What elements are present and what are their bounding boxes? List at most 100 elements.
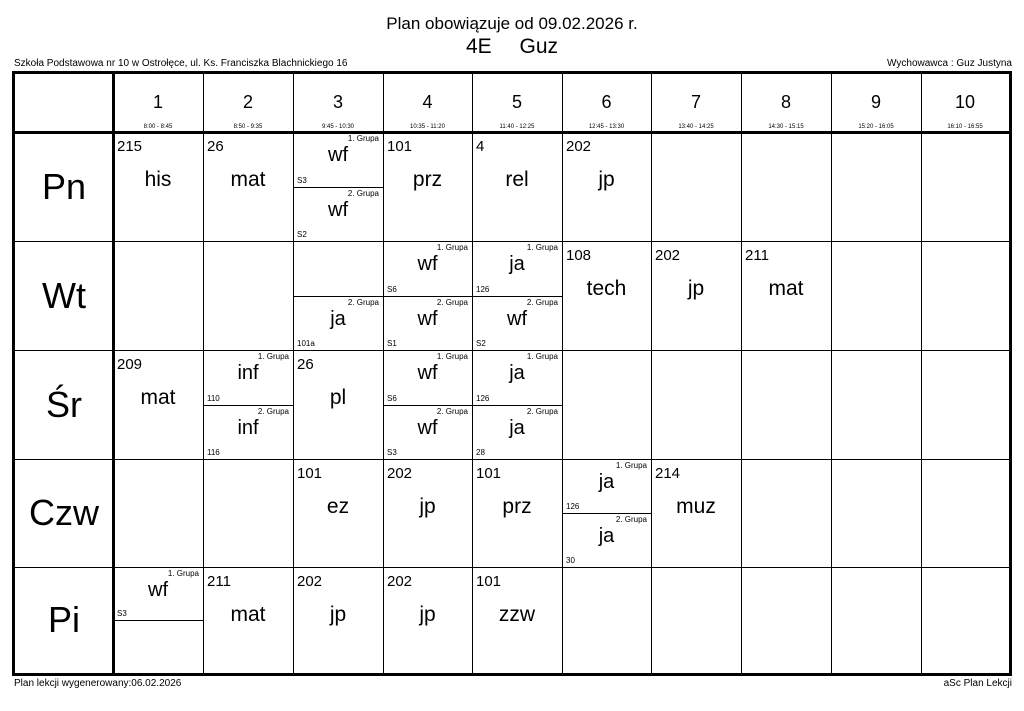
period-time: 9:45 - 10:30: [321, 124, 355, 130]
subject: his: [144, 168, 172, 191]
period-header: 7 13:40 - 14:25: [651, 74, 741, 132]
group-lesson: 2. Grupa ja 101a: [293, 296, 383, 351]
row-divider: [15, 459, 1009, 460]
room: 108: [566, 247, 592, 264]
lesson-cell: 4 rel: [472, 132, 562, 241]
room: 30: [566, 556, 575, 565]
period-time: 8:50 - 9:35: [233, 124, 263, 130]
column-divider: [383, 74, 384, 673]
group-lesson: 1. Grupa ja 126: [472, 241, 562, 296]
period-header: 10 16:10 - 16:55: [921, 74, 1009, 132]
period-time: 15:20 - 16:05: [858, 124, 894, 130]
group-divider: [383, 295, 472, 297]
subject: muz: [676, 495, 716, 518]
group-lesson: 1. Grupa wf S3: [293, 132, 383, 187]
school-name: Szkoła Podstawowa nr 10 w Ostrołęce, ul.…: [14, 58, 348, 69]
software-name: aSc Plan Lekcji: [943, 678, 1012, 689]
subject: wf: [328, 198, 348, 221]
group-lesson: 2. Grupa wf S1: [383, 296, 472, 351]
group-divider: [472, 404, 562, 406]
subject: rel: [505, 168, 529, 191]
period-number: 10: [954, 92, 976, 112]
lesson-cell: 2. Grupa ja 101a: [293, 241, 383, 350]
period-number: 7: [690, 92, 701, 112]
room: 110: [207, 393, 220, 403]
subject: ja: [509, 253, 525, 275]
subject: mat: [768, 277, 804, 300]
subject: ja: [598, 471, 615, 493]
day-label: Czw: [29, 492, 99, 533]
lesson-cell: 1. Grupa inf 110 2. Grupa inf 116: [203, 350, 293, 459]
day-label: Pi: [47, 599, 80, 640]
subject: pl: [329, 386, 347, 409]
group-divider: [562, 513, 651, 514]
room: 101: [476, 573, 502, 590]
room: S3: [297, 175, 307, 185]
room: S3: [387, 448, 397, 457]
subject: mat: [140, 386, 176, 409]
column-divider: [651, 74, 652, 673]
room: S2: [476, 339, 486, 348]
group-lesson: 2. Grupa inf 116: [203, 405, 293, 460]
group-divider: [203, 404, 293, 406]
group-lesson: 2. Grupa wf S3: [383, 405, 472, 460]
group-label: 1. Grupa: [436, 243, 468, 252]
period-number: 5: [511, 92, 522, 112]
group-label: 1. Grupa: [526, 243, 558, 252]
period-number: 3: [332, 92, 343, 112]
plan-title: Plan obowiązuje od 09.02.2026 r.: [386, 14, 638, 33]
lesson-cell: 202 jp: [293, 567, 383, 673]
subject: mat: [230, 603, 266, 626]
subject: jp: [329, 603, 347, 626]
subject: mat: [230, 168, 266, 191]
period-number: 1: [152, 92, 163, 112]
group-label: 2. Grupa: [436, 297, 468, 307]
lesson-cell: 214 muz: [651, 459, 741, 567]
room: S2: [297, 230, 307, 239]
room: 26: [207, 138, 224, 155]
lesson-cell: 1. Grupa ja 126 2. Grupa ja 30: [562, 459, 651, 567]
column-divider: [921, 74, 922, 673]
lesson-cell: 108 tech: [562, 241, 651, 350]
lesson-cell: 202 jp: [383, 567, 472, 673]
subject: wf: [507, 307, 527, 330]
room: 202: [655, 247, 681, 264]
period-header: 5 11:40 - 12:25: [472, 74, 562, 132]
room: 126: [476, 393, 490, 403]
group-lesson: 1. Grupa ja 126: [562, 459, 651, 513]
period-number: 6: [601, 92, 612, 112]
day-label: Pn: [41, 165, 87, 207]
lesson-cell: 202 jp: [562, 132, 651, 241]
room: 202: [297, 573, 323, 590]
group-label: 2. Grupa: [347, 297, 379, 307]
group-lesson: 1. Grupa wf S6: [383, 241, 472, 296]
room: 101: [297, 465, 323, 482]
lesson-cell: 1. Grupa wf S3: [113, 567, 203, 673]
room: 202: [387, 465, 413, 482]
lesson-cell: 1. Grupa ja 126 2. Grupa ja 28: [472, 350, 562, 459]
period-number: 9: [870, 92, 881, 112]
group-label: 1. Grupa: [167, 569, 199, 578]
room: 28: [476, 448, 485, 457]
lesson-cell: 1. Grupa ja 126 2. Grupa wf S2: [472, 241, 562, 350]
lesson-cell: 101 ez: [293, 459, 383, 567]
subject: inf: [237, 416, 259, 439]
room: 4: [476, 138, 485, 155]
room: 211: [745, 247, 769, 264]
room: S6: [387, 284, 397, 294]
period-time: 10:35 - 11:20: [410, 124, 445, 130]
period-header: 1 8:00 - 8:45: [113, 74, 203, 132]
room: 126: [566, 502, 580, 511]
column-divider: [562, 74, 563, 673]
group-label: 1. Grupa: [257, 352, 289, 361]
subject: jp: [598, 168, 615, 191]
group-lesson: 1. Grupa wf S3: [113, 567, 203, 620]
lesson-cell: 1. Grupa wf S6 2. Grupa wf S3: [383, 350, 472, 459]
period-time: 16:10 - 16:55: [947, 124, 983, 130]
homeroom-teacher: Wychowawca : Guz Justyna: [887, 58, 1012, 69]
subject: zzw: [498, 603, 536, 626]
group-label: 2. Grupa: [347, 188, 379, 198]
room: 116: [207, 448, 220, 457]
lesson-cell: 209 mat: [113, 350, 203, 459]
subject: jp: [687, 277, 705, 300]
